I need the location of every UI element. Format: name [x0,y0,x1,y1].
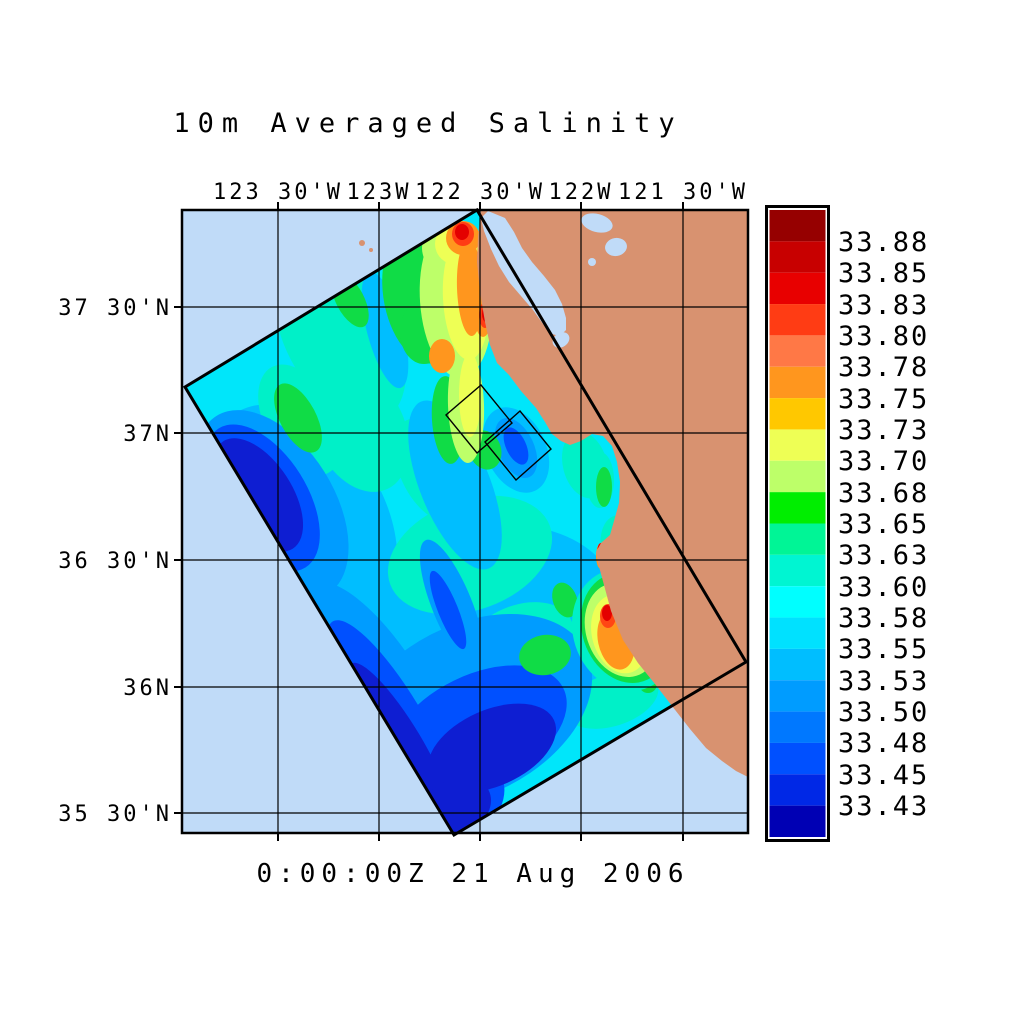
colorbar-label: 33.88 [838,227,929,258]
nested-grid-box-1 [445,384,513,454]
colorbar-label: 33.75 [838,384,929,415]
lon-label: 122W [549,180,614,205]
colorbar-label: 33.45 [838,760,929,791]
colorbar-segment [769,680,826,712]
colorbar-label: 33.48 [838,728,929,759]
contour-blob [274,383,322,453]
contour-blob [361,271,409,389]
colorbar-label: 33.60 [838,572,929,603]
colorbar-segment [769,586,826,618]
san-pablo-bay-water [581,213,613,233]
colorbar-segment [769,460,826,493]
contour-blob [429,570,467,650]
island-dot [359,240,365,246]
lon-label: 123 30'W [213,180,343,205]
colorbar-segment [769,554,826,587]
colorbar-segment [769,523,826,555]
lon-label: 122 30'W [415,180,545,205]
colorbar-segment [769,617,826,649]
colorbar-label: 33.65 [838,509,929,540]
colorbar-label: 33.55 [838,634,929,665]
land-california [477,210,748,777]
colorbar-label: 33.43 [838,791,929,822]
contour-blob [212,438,304,552]
bay-water-dot [588,258,596,266]
colorbar-label: 33.68 [838,478,929,509]
colorbar-segment [769,774,826,806]
colorbar-segment [769,335,826,367]
graticule [182,210,748,833]
bigsur-red-core [602,605,612,621]
colorbar-segment [769,648,826,681]
map-frame [180,208,750,835]
colorbar-segment [769,241,826,273]
contour-blob [519,634,571,676]
colorbar-segment [769,742,826,775]
colorbar-segment [769,210,826,242]
island-dot [369,248,373,252]
plume-red-core [455,224,469,240]
colorbar-segment [769,805,826,837]
axis-ticks [174,202,684,841]
model-domain-outline [182,207,749,838]
north-bay-water [605,237,627,257]
contour-blob [408,400,502,570]
contour-blob [596,467,612,507]
colorbar-segment [769,711,826,743]
nested-grid-box-2 [484,409,552,482]
contour-blob [503,427,529,465]
colorbar-label: 33.73 [838,415,929,446]
colorbar-border [765,205,830,842]
contour-blob [427,703,557,793]
colorbar-segment [769,398,826,430]
colorbar-segment [769,272,826,305]
colorbar: 33.88 33.85 33.83 33.80 33.78 33.75 33.7… [765,205,929,842]
colorbar-label: 33.53 [838,666,929,697]
colorbar-label: 33.80 [838,321,929,352]
colorbar-label: 33.78 [838,352,929,383]
colorbar-segment [769,492,826,524]
contour-blob [552,582,578,618]
lon-label: 123W [347,180,412,205]
lat-label: 37N [123,422,172,447]
lat-label: 36N [123,676,172,701]
lat-label: 37 30'N [58,296,172,321]
page-title: 10m Averaged Salinity [173,108,682,139]
lat-label: 36 30'N [58,549,172,574]
colorbar-segment [769,366,826,399]
plume-orange [429,339,455,373]
colorbar-segment [769,429,826,461]
sf-bay-water [481,211,566,336]
colorbar-label: 33.85 [838,258,929,289]
colorbar-label: 33.63 [838,540,929,571]
colorbar-label: 33.70 [838,446,929,477]
lat-label: 35 30'N [58,802,172,827]
lon-label: 121 30'W [618,180,748,205]
colorbar-label: 33.58 [838,603,929,634]
colorbar-label: 33.83 [838,290,929,321]
colorbar-segment [769,304,826,336]
timestamp-label: 0:00:00Z 21 Aug 2006 [256,859,689,889]
contour-blob [310,368,410,492]
colorbar-label: 33.50 [838,697,929,728]
